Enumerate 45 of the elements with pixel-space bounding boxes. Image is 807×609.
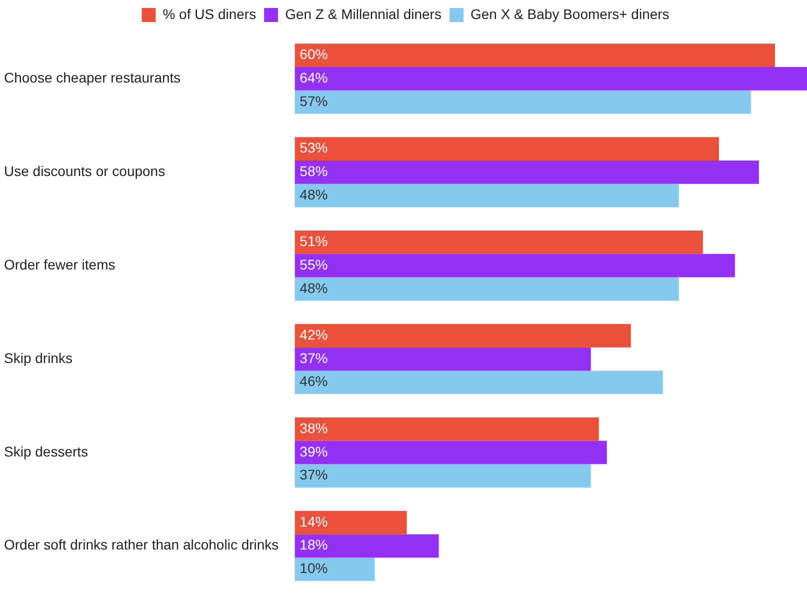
bar — [294, 184, 679, 208]
bar — [294, 347, 591, 371]
bar — [294, 417, 599, 441]
data-label: 39% — [300, 443, 328, 460]
y-tick-label: Order fewer items — [4, 256, 116, 272]
bar — [294, 44, 775, 68]
data-label: 58% — [300, 163, 328, 180]
data-label: 37% — [300, 350, 328, 366]
bar — [294, 277, 679, 301]
bar — [294, 137, 719, 160]
data-label: 18% — [300, 536, 328, 553]
legend-label: Gen X & Baby Boomers+ diners — [470, 6, 670, 22]
data-label: 48% — [300, 280, 328, 296]
bar — [294, 230, 703, 254]
data-label: 14% — [300, 513, 328, 530]
y-tick-label: Use discounts or coupons — [4, 163, 166, 180]
legend-label: Gen Z & Millennial diners — [285, 6, 442, 22]
bar — [294, 160, 759, 184]
data-label: 10% — [300, 560, 328, 576]
data-label: 53% — [300, 140, 328, 156]
bar — [294, 324, 631, 348]
data-label: 51% — [300, 233, 328, 250]
bar — [294, 534, 439, 558]
y-tick-label: Order soft drinks rather than alcoholic drinks — [4, 536, 279, 553]
bar — [294, 67, 807, 90]
data-label: 60% — [300, 46, 328, 62]
data-label: 38% — [300, 420, 328, 436]
data-label: 48% — [300, 186, 328, 202]
bar — [294, 510, 407, 534]
data-label: 42% — [300, 326, 328, 343]
data-label: 64% — [300, 70, 328, 86]
bar — [294, 558, 375, 581]
data-label: 46% — [300, 373, 328, 390]
bar — [294, 464, 591, 488]
bar — [294, 254, 735, 278]
y-tick-label: Choose cheaper restaurants — [4, 70, 181, 86]
bar — [294, 440, 607, 464]
legend-label: % of US diners — [162, 6, 256, 22]
y-tick-label: Skip desserts — [4, 443, 88, 460]
bar — [294, 370, 663, 394]
bar — [294, 90, 751, 114]
data-label: 37% — [300, 466, 328, 483]
data-label: 57% — [300, 92, 328, 109]
y-tick-label: Skip drinks — [4, 350, 72, 366]
data-label: 55% — [300, 256, 328, 272]
